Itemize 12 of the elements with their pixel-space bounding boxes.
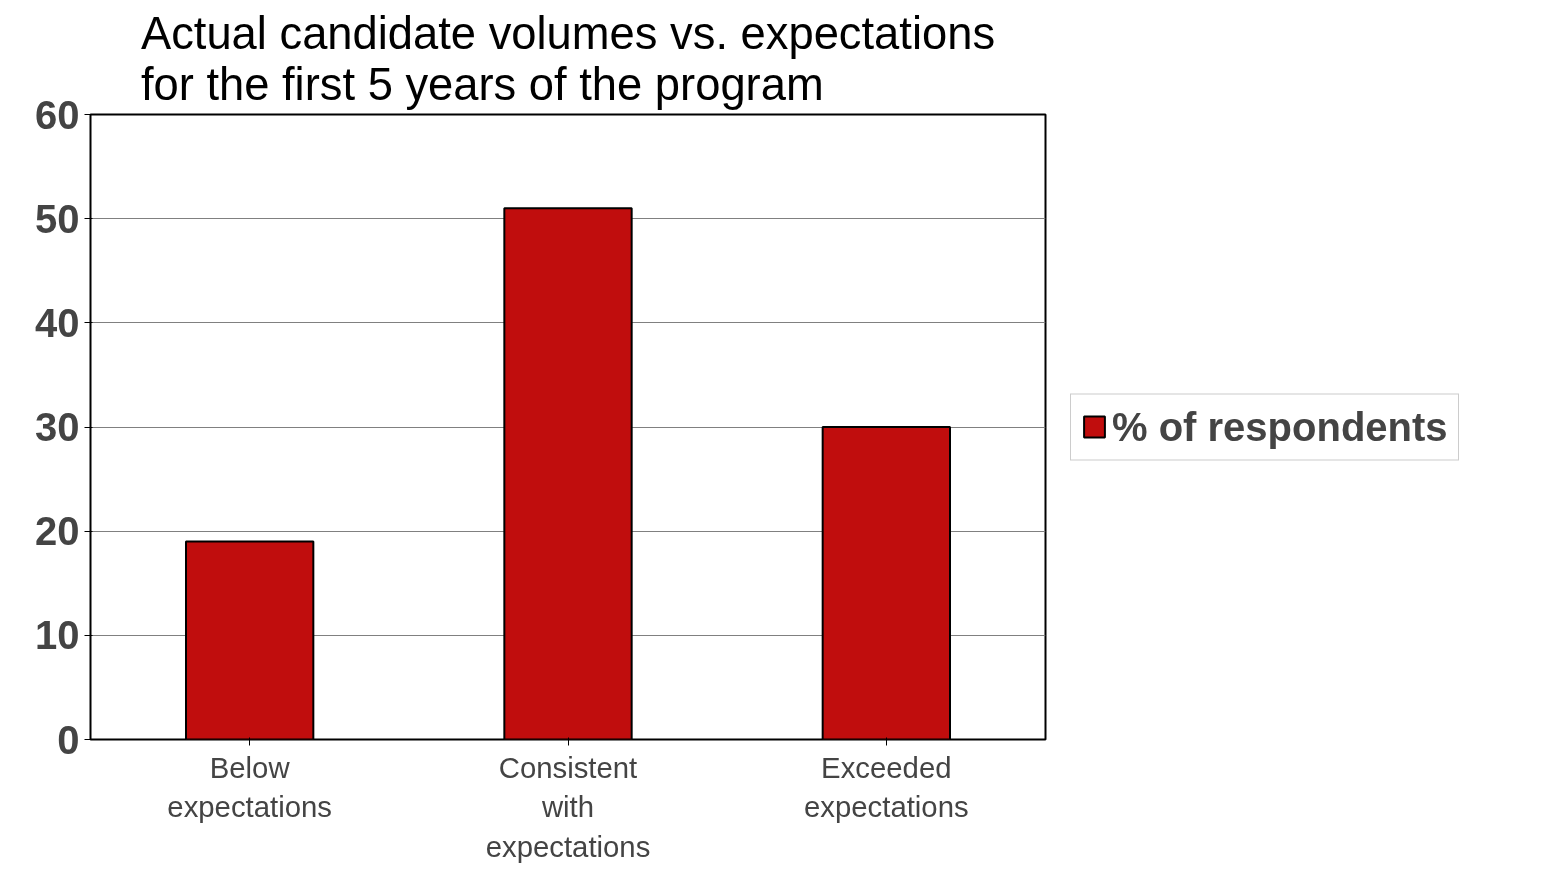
y-tick-label: 50 bbox=[35, 196, 80, 241]
y-tick-label: 60 bbox=[35, 92, 80, 137]
y-tick-label: 0 bbox=[57, 717, 80, 762]
chart-title: Actual candidate volumes vs. expectations for the first 5 years of the program bbox=[140, 7, 996, 110]
y-tick-label: 10 bbox=[35, 613, 80, 658]
x-tick-label: Below expectations bbox=[167, 750, 332, 824]
x-tick-label: Consistent with expectations bbox=[485, 750, 651, 863]
y-tick-label: 40 bbox=[35, 300, 80, 345]
y-tick-label: 30 bbox=[35, 405, 80, 449]
y-tick-label: 20 bbox=[35, 509, 80, 554]
x-tick-label: Exceeded expectations bbox=[804, 750, 969, 824]
legend-label: % of respondents bbox=[1112, 404, 1448, 449]
